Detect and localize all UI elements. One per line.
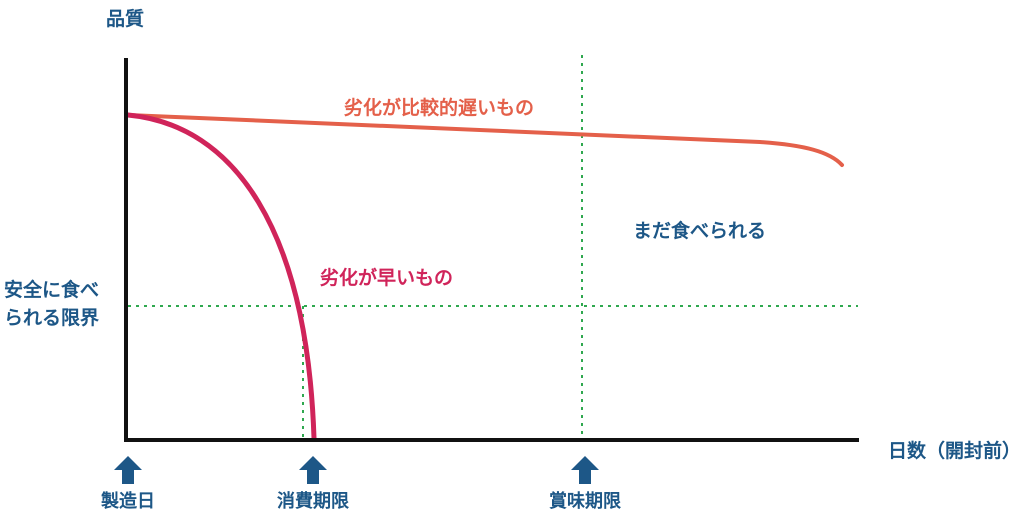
fast-deterioration-curve xyxy=(125,112,317,441)
best-before-date-label: 賞味期限 xyxy=(549,491,621,512)
fast-curve-label: 劣化が早いもの xyxy=(320,267,454,289)
still-edible-region-label: まだ食べられる xyxy=(633,220,767,242)
best-before-arrow-icon xyxy=(571,456,599,484)
safety-limit-label-line2: られる限界 xyxy=(4,307,100,329)
use-by-arrow-icon xyxy=(299,456,327,484)
safety-limit-label-line1: 安全に食べ xyxy=(4,279,100,301)
safety-limit-label: 安全に食べ られる限界 xyxy=(4,276,99,332)
manufacture-date-label: 製造日 xyxy=(101,491,155,512)
slow-deterioration-curve xyxy=(126,113,844,167)
x-axis-title: 日数（開封前） xyxy=(888,440,1022,462)
manufacture-arrow-icon xyxy=(114,456,142,484)
y-axis-title: 品質 xyxy=(106,8,145,30)
use-by-date-label: 消費期限 xyxy=(277,491,349,512)
slow-curve-label: 劣化が比較的遅いもの xyxy=(344,97,535,119)
